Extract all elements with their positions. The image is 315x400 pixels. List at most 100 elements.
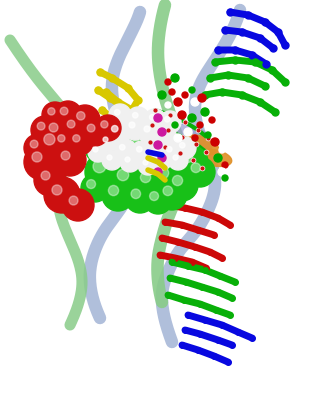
Circle shape [102, 150, 122, 170]
Circle shape [133, 150, 163, 180]
Circle shape [112, 136, 121, 146]
Circle shape [161, 141, 183, 163]
Circle shape [144, 109, 166, 131]
Circle shape [105, 119, 131, 145]
Circle shape [205, 102, 211, 108]
Circle shape [168, 141, 196, 169]
Circle shape [67, 120, 75, 128]
Circle shape [60, 107, 68, 115]
Circle shape [138, 120, 162, 144]
Circle shape [110, 162, 146, 198]
Circle shape [198, 94, 206, 102]
Circle shape [101, 121, 108, 128]
Circle shape [152, 150, 158, 155]
Circle shape [125, 183, 155, 213]
Circle shape [106, 131, 134, 159]
Circle shape [132, 140, 140, 148]
Circle shape [35, 125, 75, 165]
Circle shape [117, 169, 129, 181]
Circle shape [174, 147, 183, 156]
Circle shape [114, 110, 120, 115]
Circle shape [164, 116, 170, 122]
Circle shape [182, 107, 188, 113]
Circle shape [52, 129, 78, 155]
Circle shape [48, 108, 55, 115]
Circle shape [191, 163, 201, 173]
Circle shape [42, 102, 68, 128]
Circle shape [88, 142, 108, 162]
Circle shape [214, 124, 222, 132]
Circle shape [180, 142, 185, 148]
Circle shape [116, 148, 144, 176]
Circle shape [69, 196, 78, 205]
Circle shape [98, 132, 118, 152]
Circle shape [30, 140, 38, 148]
Circle shape [62, 189, 94, 221]
Circle shape [61, 114, 89, 142]
Circle shape [42, 116, 74, 148]
Circle shape [155, 137, 181, 163]
Circle shape [91, 139, 100, 149]
Circle shape [154, 141, 162, 149]
Circle shape [52, 185, 62, 195]
Circle shape [154, 168, 162, 176]
Circle shape [150, 192, 158, 200]
Circle shape [34, 164, 66, 196]
Circle shape [93, 160, 106, 173]
Circle shape [154, 124, 176, 146]
Circle shape [174, 98, 182, 106]
Circle shape [120, 152, 140, 172]
Circle shape [24, 144, 60, 180]
Circle shape [67, 129, 93, 155]
Circle shape [174, 134, 182, 142]
Circle shape [168, 150, 188, 170]
Circle shape [211, 138, 219, 146]
Circle shape [44, 134, 55, 145]
Circle shape [119, 144, 125, 150]
Circle shape [126, 134, 154, 162]
Circle shape [44, 177, 80, 213]
Circle shape [159, 111, 181, 133]
Circle shape [209, 117, 215, 123]
Circle shape [24, 134, 52, 162]
Circle shape [157, 180, 187, 210]
Circle shape [197, 122, 203, 128]
Circle shape [188, 114, 196, 122]
Circle shape [54, 101, 82, 129]
Circle shape [143, 160, 148, 165]
Circle shape [222, 162, 228, 168]
Circle shape [129, 122, 135, 128]
Circle shape [152, 150, 172, 170]
Circle shape [166, 169, 198, 201]
Circle shape [157, 155, 162, 160]
Circle shape [107, 155, 112, 160]
Circle shape [136, 146, 142, 152]
Circle shape [173, 155, 178, 160]
Circle shape [154, 154, 163, 162]
Circle shape [141, 131, 169, 159]
Circle shape [125, 157, 130, 162]
Circle shape [32, 152, 42, 162]
Circle shape [41, 171, 50, 180]
Circle shape [174, 137, 196, 159]
Circle shape [58, 135, 65, 142]
Circle shape [157, 167, 169, 179]
Circle shape [114, 139, 136, 161]
Circle shape [87, 124, 95, 132]
Circle shape [167, 146, 172, 152]
Circle shape [185, 157, 215, 187]
Circle shape [100, 150, 111, 161]
Circle shape [191, 98, 199, 106]
Circle shape [147, 144, 169, 166]
Circle shape [31, 116, 59, 144]
Circle shape [81, 118, 109, 146]
Circle shape [85, 152, 125, 192]
Circle shape [158, 154, 166, 162]
Circle shape [219, 147, 225, 153]
Circle shape [94, 144, 126, 176]
Circle shape [70, 105, 100, 135]
Circle shape [102, 179, 134, 211]
Circle shape [172, 175, 183, 186]
Circle shape [165, 79, 171, 85]
Circle shape [176, 146, 208, 178]
